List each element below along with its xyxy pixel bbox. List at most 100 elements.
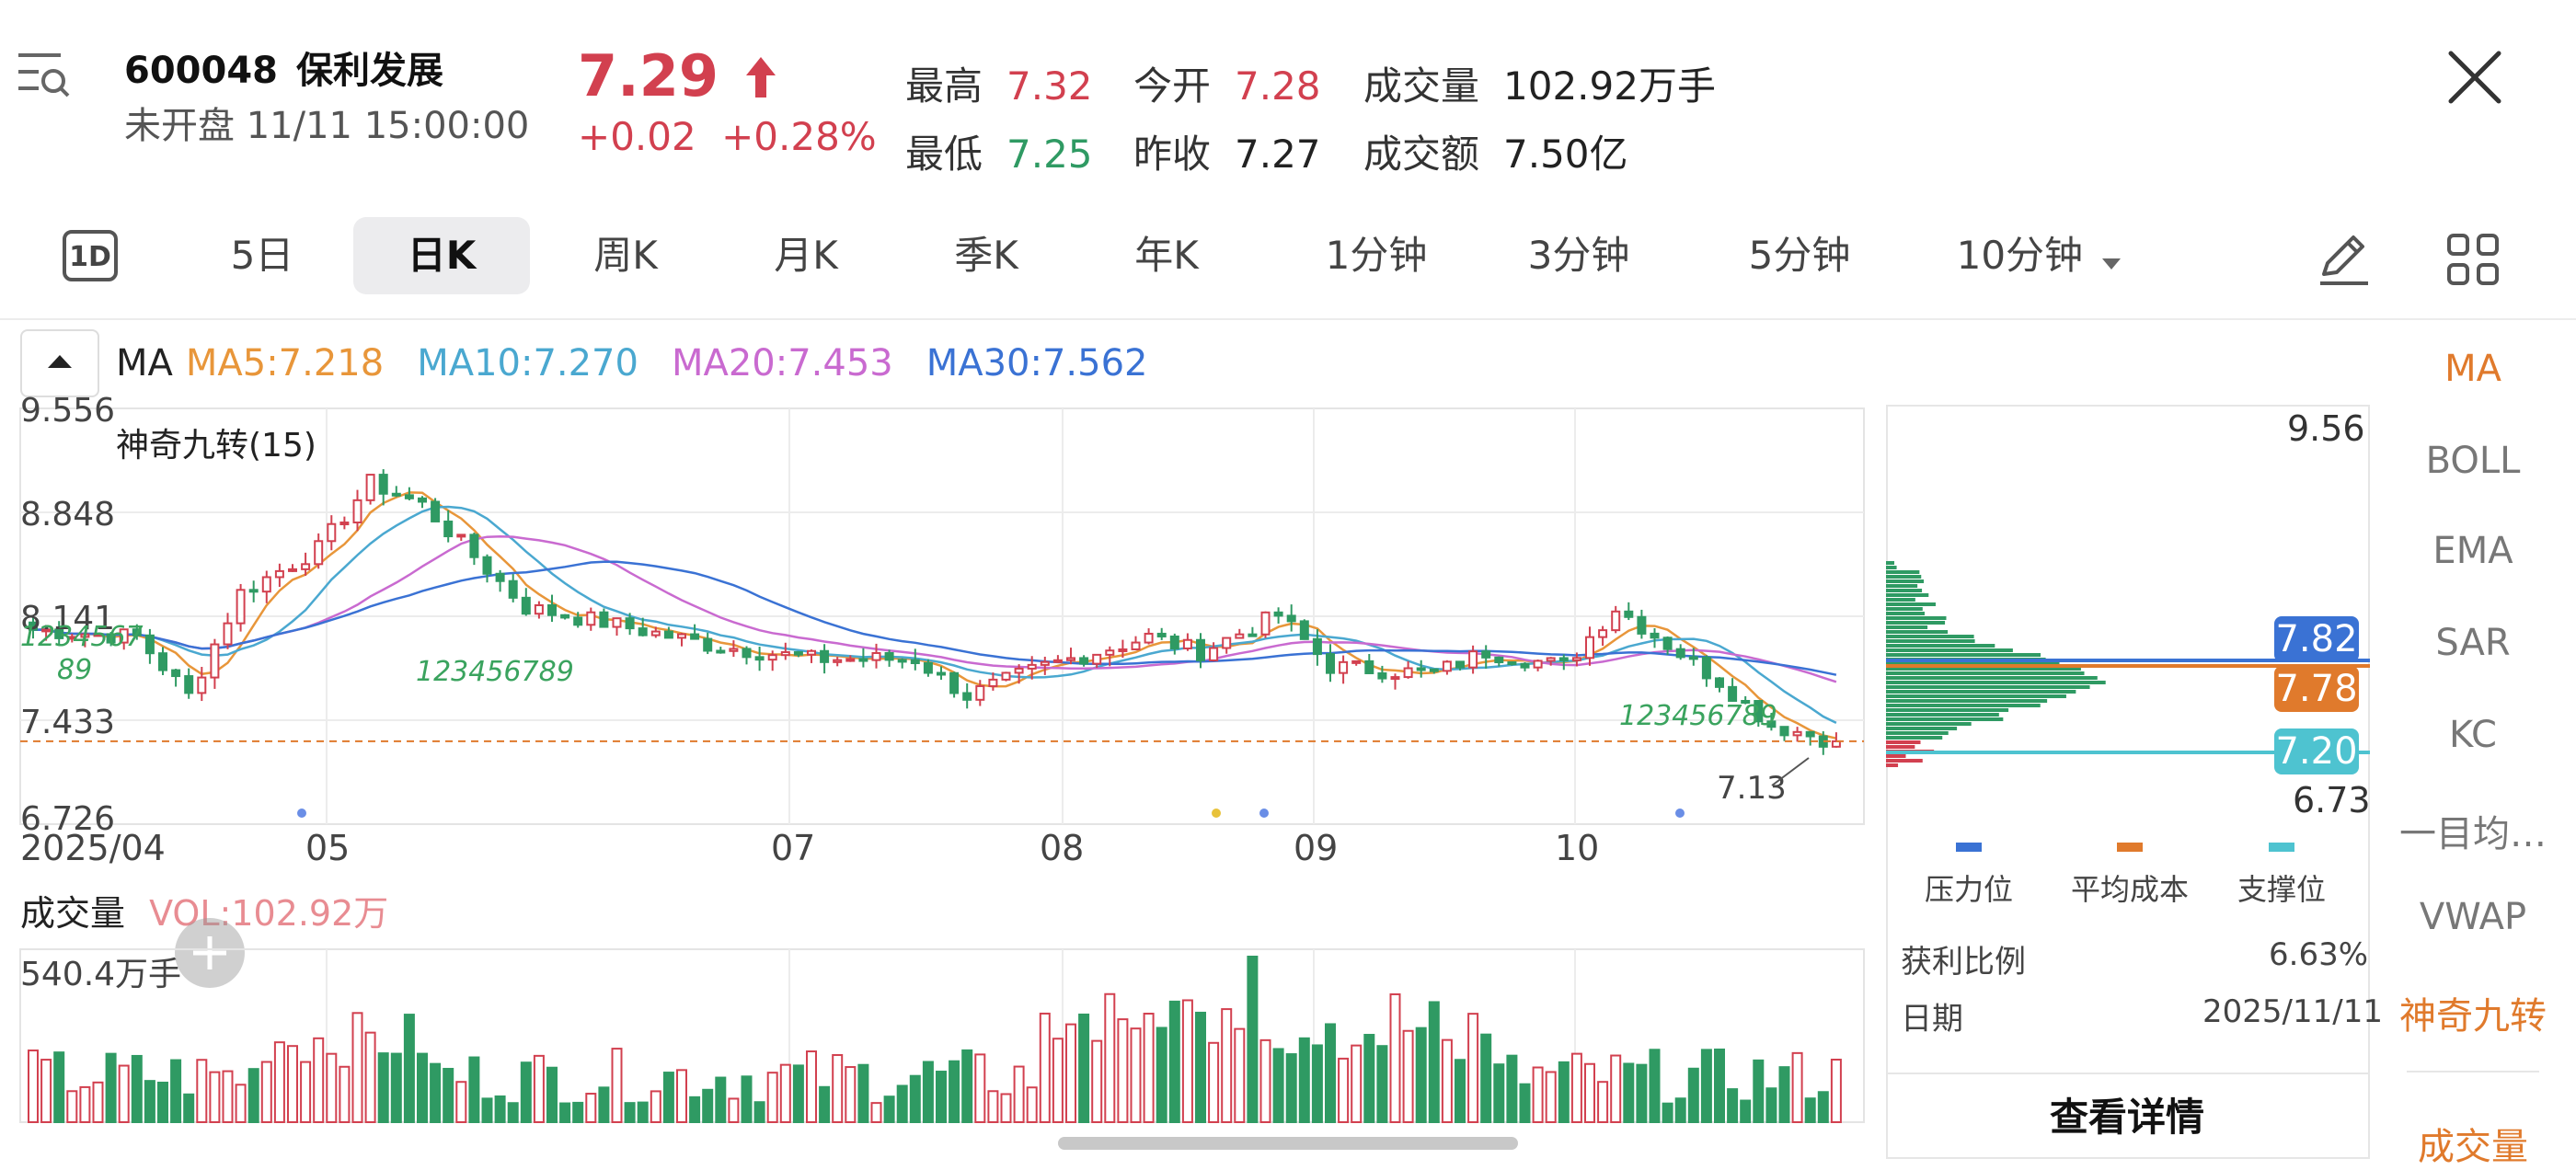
volume-bar <box>1687 1067 1699 1124</box>
candle-body <box>949 671 960 694</box>
volume-bar <box>1195 1011 1206 1123</box>
tab-1min[interactable]: 1分钟 <box>1325 233 1428 278</box>
candle-body <box>560 614 570 619</box>
profit-ratio-value: 6.63% <box>2269 936 2369 973</box>
volume-bar <box>170 1059 182 1123</box>
candle-body <box>456 533 466 538</box>
volume-bar <box>1493 1063 1505 1123</box>
candle-body <box>1792 730 1802 737</box>
indicator-nine-turn[interactable]: 神奇九转 <box>2399 995 2547 1038</box>
volume-bar <box>1415 1027 1427 1123</box>
scrollbar[interactable] <box>1058 1137 1518 1150</box>
quote-open: 今开 7.28 <box>1133 63 1321 109</box>
tab-5min[interactable]: 5分钟 <box>1748 233 1851 278</box>
candle-body <box>197 676 207 694</box>
volume-bar <box>1480 1033 1492 1123</box>
volume-bar <box>300 1061 312 1123</box>
volume-bar <box>961 1049 973 1123</box>
volume-bar <box>572 1101 584 1123</box>
tab-day-k[interactable]: 日K <box>353 217 530 294</box>
volume-bar <box>857 1063 869 1123</box>
close-icon[interactable] <box>2445 48 2504 107</box>
candle-body <box>807 649 816 656</box>
candle-body <box>1831 740 1841 748</box>
volume-title: 成交量 <box>20 893 126 934</box>
tab-10min[interactable]: 10分钟 <box>1952 217 2127 294</box>
candle-body <box>119 628 129 644</box>
tab-5day[interactable]: 5日 <box>230 233 294 278</box>
grid-icon[interactable] <box>2444 230 2502 289</box>
tab-1d[interactable]: 1D <box>63 230 118 281</box>
event-dot <box>1258 807 1271 820</box>
pencil-icon[interactable] <box>2315 230 2374 289</box>
volume-bar <box>1052 1038 1064 1123</box>
volume-bar <box>222 1070 234 1123</box>
candle-body <box>1144 632 1154 644</box>
volume-bar <box>1298 1037 1310 1123</box>
candle-body <box>378 474 388 495</box>
tab-year-k[interactable]: 年K <box>1134 233 1199 278</box>
candle-body <box>793 651 803 656</box>
candle-body <box>1585 636 1594 660</box>
plus-icon <box>191 935 228 975</box>
last-price: 7.29 <box>578 42 779 113</box>
candle-body <box>29 621 38 631</box>
indicator-ma[interactable]: MA <box>2444 348 2501 390</box>
candle-body <box>1339 660 1349 674</box>
indicator-kc[interactable]: KC <box>2449 714 2497 756</box>
volume-bar <box>273 1041 285 1123</box>
candle-body <box>780 651 790 657</box>
volume-bar <box>806 1050 817 1123</box>
candle-body <box>274 569 284 579</box>
volume-bar <box>922 1061 934 1123</box>
search-menu-icon[interactable] <box>17 48 72 103</box>
chevron-up-icon <box>46 351 74 373</box>
tab-10min-label: 10分钟 <box>1956 233 2084 278</box>
candle-body <box>1299 620 1309 640</box>
candle-body <box>41 628 52 633</box>
tab-3min[interactable]: 3分钟 <box>1527 233 1630 278</box>
tab-month-k[interactable]: 月K <box>774 233 838 278</box>
nine-turn-mark: 123456789 <box>1619 700 1777 732</box>
candle-body <box>1040 660 1050 666</box>
candle-body <box>573 616 583 626</box>
volume-bar <box>66 1090 78 1124</box>
volume-bar <box>1714 1048 1725 1123</box>
volume-bar <box>676 1069 687 1124</box>
collapse-toggle[interactable] <box>20 329 99 397</box>
tab-quarter-k[interactable]: 季K <box>954 233 1018 278</box>
stock-name: 保利发展 <box>296 50 443 92</box>
tab-week-k[interactable]: 周K <box>593 233 658 278</box>
volume-bar <box>1013 1065 1025 1123</box>
price-grid <box>19 407 1865 825</box>
indicator-ema[interactable]: EMA <box>2432 530 2513 572</box>
indicator-sar[interactable]: SAR <box>2435 622 2511 664</box>
volume-bar <box>1649 1049 1661 1123</box>
candle-body <box>288 568 297 572</box>
legend-pressure: 压力位 <box>1914 839 2024 909</box>
candle-body <box>833 659 843 663</box>
candle-body <box>612 617 622 628</box>
volume-bar <box>1455 1059 1466 1123</box>
candle-body <box>534 604 544 615</box>
volume-bar <box>909 1074 921 1123</box>
indicator-boll[interactable]: BOLL <box>2425 440 2521 482</box>
volume-bar <box>1753 1059 1765 1123</box>
view-detail-button[interactable]: 查看详情 <box>2049 1095 2204 1140</box>
volume-header: 成交量 VOL:102.92万 <box>20 885 388 935</box>
price-chart[interactable]: 9.556 8.848 8.141 7.433 6.726 神奇九转(15) 1234567… <box>0 396 1877 874</box>
indicator-volume[interactable]: 成交量 <box>2418 1126 2528 1168</box>
candle-body <box>352 499 362 524</box>
add-indicator-button[interactable] <box>175 918 245 988</box>
ma10-line <box>32 505 1837 725</box>
chip-bar <box>1886 566 1897 569</box>
chip-bar <box>1886 763 1899 767</box>
candle-body <box>443 520 454 538</box>
chip-bars <box>1886 561 2106 767</box>
volume-bar <box>1338 1057 1350 1123</box>
volume-chart[interactable] <box>0 947 1877 1131</box>
chip-bar <box>1886 667 2081 671</box>
volume-bar <box>351 1012 363 1123</box>
indicator-vwap[interactable]: VWAP <box>2419 896 2527 938</box>
indicator-ichimoku[interactable]: 一目均… <box>2399 813 2547 855</box>
